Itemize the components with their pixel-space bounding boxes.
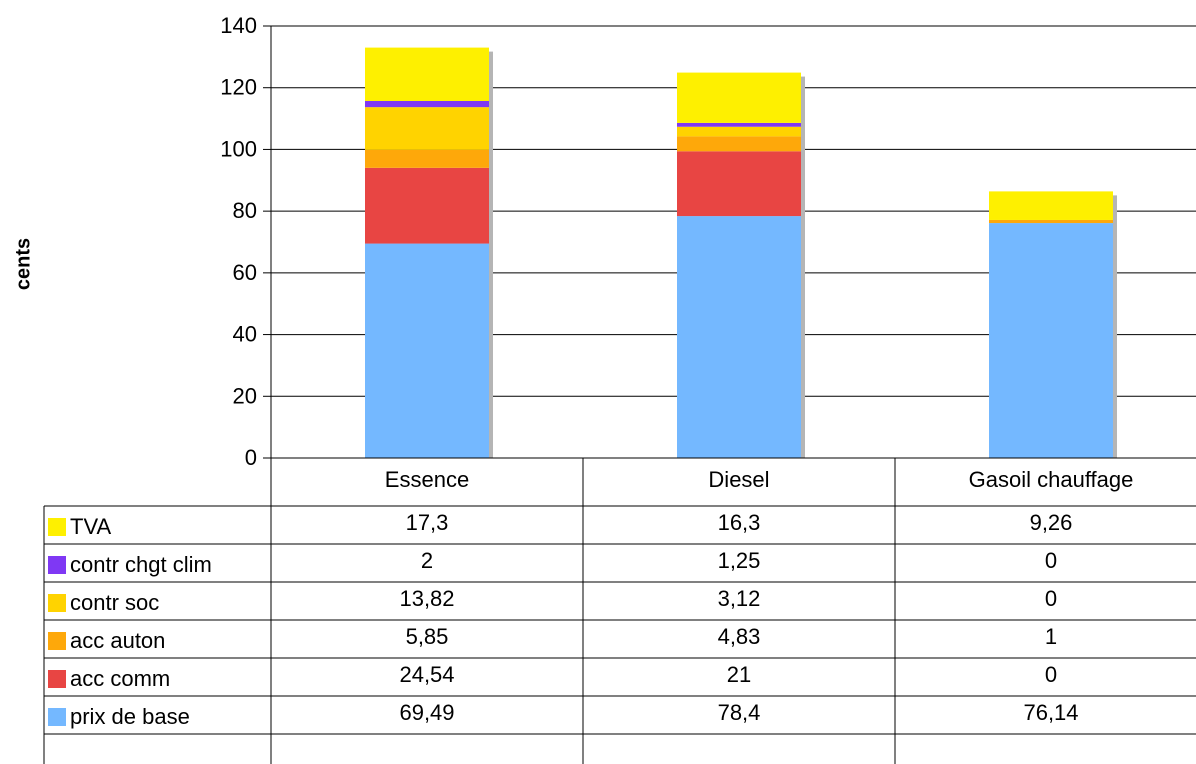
data-table-cell: 0 bbox=[1044, 662, 1058, 687]
bar-segment bbox=[365, 107, 489, 150]
bar-shadow bbox=[801, 76, 805, 458]
data-table-cell: 4,83 bbox=[717, 624, 761, 649]
y-tick-label: 140 bbox=[220, 13, 257, 38]
bar-segment bbox=[365, 167, 489, 244]
bar-shadow bbox=[1113, 195, 1117, 458]
x-tick-label: Essence bbox=[384, 467, 470, 492]
data-table-cell: 13,82 bbox=[399, 586, 455, 611]
legend-label: acc auton bbox=[70, 628, 166, 653]
data-table-cell: 21 bbox=[726, 662, 752, 687]
y-tick-label: 0 bbox=[245, 445, 257, 470]
data-table-cell: 9,26 bbox=[1029, 510, 1073, 535]
legend-swatch bbox=[48, 708, 66, 726]
y-tick-label: 120 bbox=[220, 75, 257, 100]
data-table-cell: 3,12 bbox=[717, 586, 761, 611]
legend-swatch bbox=[48, 518, 66, 536]
data-table-cell: 5,85 bbox=[405, 624, 449, 649]
bar-segment bbox=[677, 126, 801, 137]
legend-entry: contr soc bbox=[48, 582, 159, 620]
data-table-cell: 1 bbox=[1044, 624, 1058, 649]
bar-segment bbox=[365, 100, 489, 108]
y-axis-label: cents bbox=[12, 237, 35, 291]
legend-swatch bbox=[48, 632, 66, 650]
y-tick-label: 80 bbox=[233, 198, 257, 223]
y-tick-label: 20 bbox=[233, 383, 257, 408]
data-table-cell: 1,25 bbox=[717, 548, 761, 573]
legend-label: acc comm bbox=[70, 666, 171, 691]
legend-swatch bbox=[48, 670, 66, 688]
bar-segment bbox=[989, 191, 1113, 220]
data-table-cell: 17,3 bbox=[405, 510, 449, 535]
data-table-cell: 0 bbox=[1044, 548, 1058, 573]
data-table-cell: 69,49 bbox=[399, 700, 455, 725]
bar-segment bbox=[677, 122, 801, 127]
data-table-cell: 76,14 bbox=[1023, 700, 1079, 725]
bar-segment bbox=[989, 223, 1113, 458]
legend-swatch bbox=[48, 556, 66, 574]
legend-entry: acc auton bbox=[48, 620, 165, 658]
bar-segment bbox=[677, 216, 801, 458]
data-table-cell: 16,3 bbox=[717, 510, 761, 535]
bar-segment bbox=[989, 219, 1113, 224]
y-tick-label: 60 bbox=[233, 260, 257, 285]
x-tick-label: Diesel bbox=[708, 467, 770, 492]
legend-label: TVA bbox=[70, 514, 112, 539]
legend-label: contr soc bbox=[70, 590, 160, 615]
x-tick-label: Gasoil chauffage bbox=[968, 467, 1134, 492]
y-tick-label: 100 bbox=[220, 136, 257, 161]
legend-label: contr chgt clim bbox=[70, 552, 212, 577]
data-table-cell: 0 bbox=[1044, 586, 1058, 611]
data-table-cell: 2 bbox=[420, 548, 434, 573]
legend-entry: TVA bbox=[48, 506, 111, 544]
data-table-cell: 24,54 bbox=[399, 662, 455, 687]
bar-segment bbox=[677, 136, 801, 152]
y-tick-label: 40 bbox=[233, 322, 257, 347]
bar-shadow bbox=[489, 51, 493, 458]
legend-entry: contr chgt clim bbox=[48, 544, 212, 582]
bar-segment bbox=[677, 72, 801, 123]
data-table-cell: 78,4 bbox=[717, 700, 761, 725]
bar-segment bbox=[365, 243, 489, 458]
legend-swatch bbox=[48, 594, 66, 612]
legend-entry: prix de base bbox=[48, 696, 190, 734]
bar-segment bbox=[677, 151, 801, 217]
bar-segment bbox=[365, 149, 489, 168]
legend-entry: acc comm bbox=[48, 658, 170, 696]
y-axis-label-box: cents bbox=[4, 238, 44, 290]
bar-segment bbox=[365, 47, 489, 101]
legend-label: prix de base bbox=[70, 704, 190, 729]
